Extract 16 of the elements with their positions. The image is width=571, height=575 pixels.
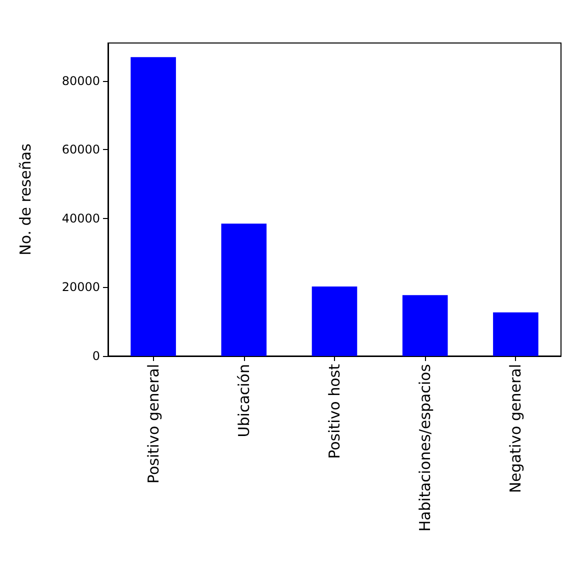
bar [402, 295, 448, 356]
bar [312, 286, 358, 356]
bar [493, 312, 538, 356]
y-tick-label: 0 [92, 349, 100, 363]
bar [130, 57, 176, 356]
x-tick-label: Habitaciones/espacios [416, 364, 434, 532]
y-axis-title: No. de reseñas [16, 143, 34, 256]
y-tick-label: 20000 [62, 280, 100, 294]
bar [221, 224, 267, 356]
x-tick-label: Ubicación [234, 364, 253, 438]
y-tick-label: 40000 [62, 211, 100, 226]
y-tick-label: 80000 [62, 74, 100, 88]
x-tick-label: Positivo host [326, 364, 344, 459]
y-tick-label: 60000 [62, 142, 100, 157]
x-tick-label: Positivo general [144, 364, 162, 484]
x-tick-label: Negativo general [506, 364, 525, 494]
